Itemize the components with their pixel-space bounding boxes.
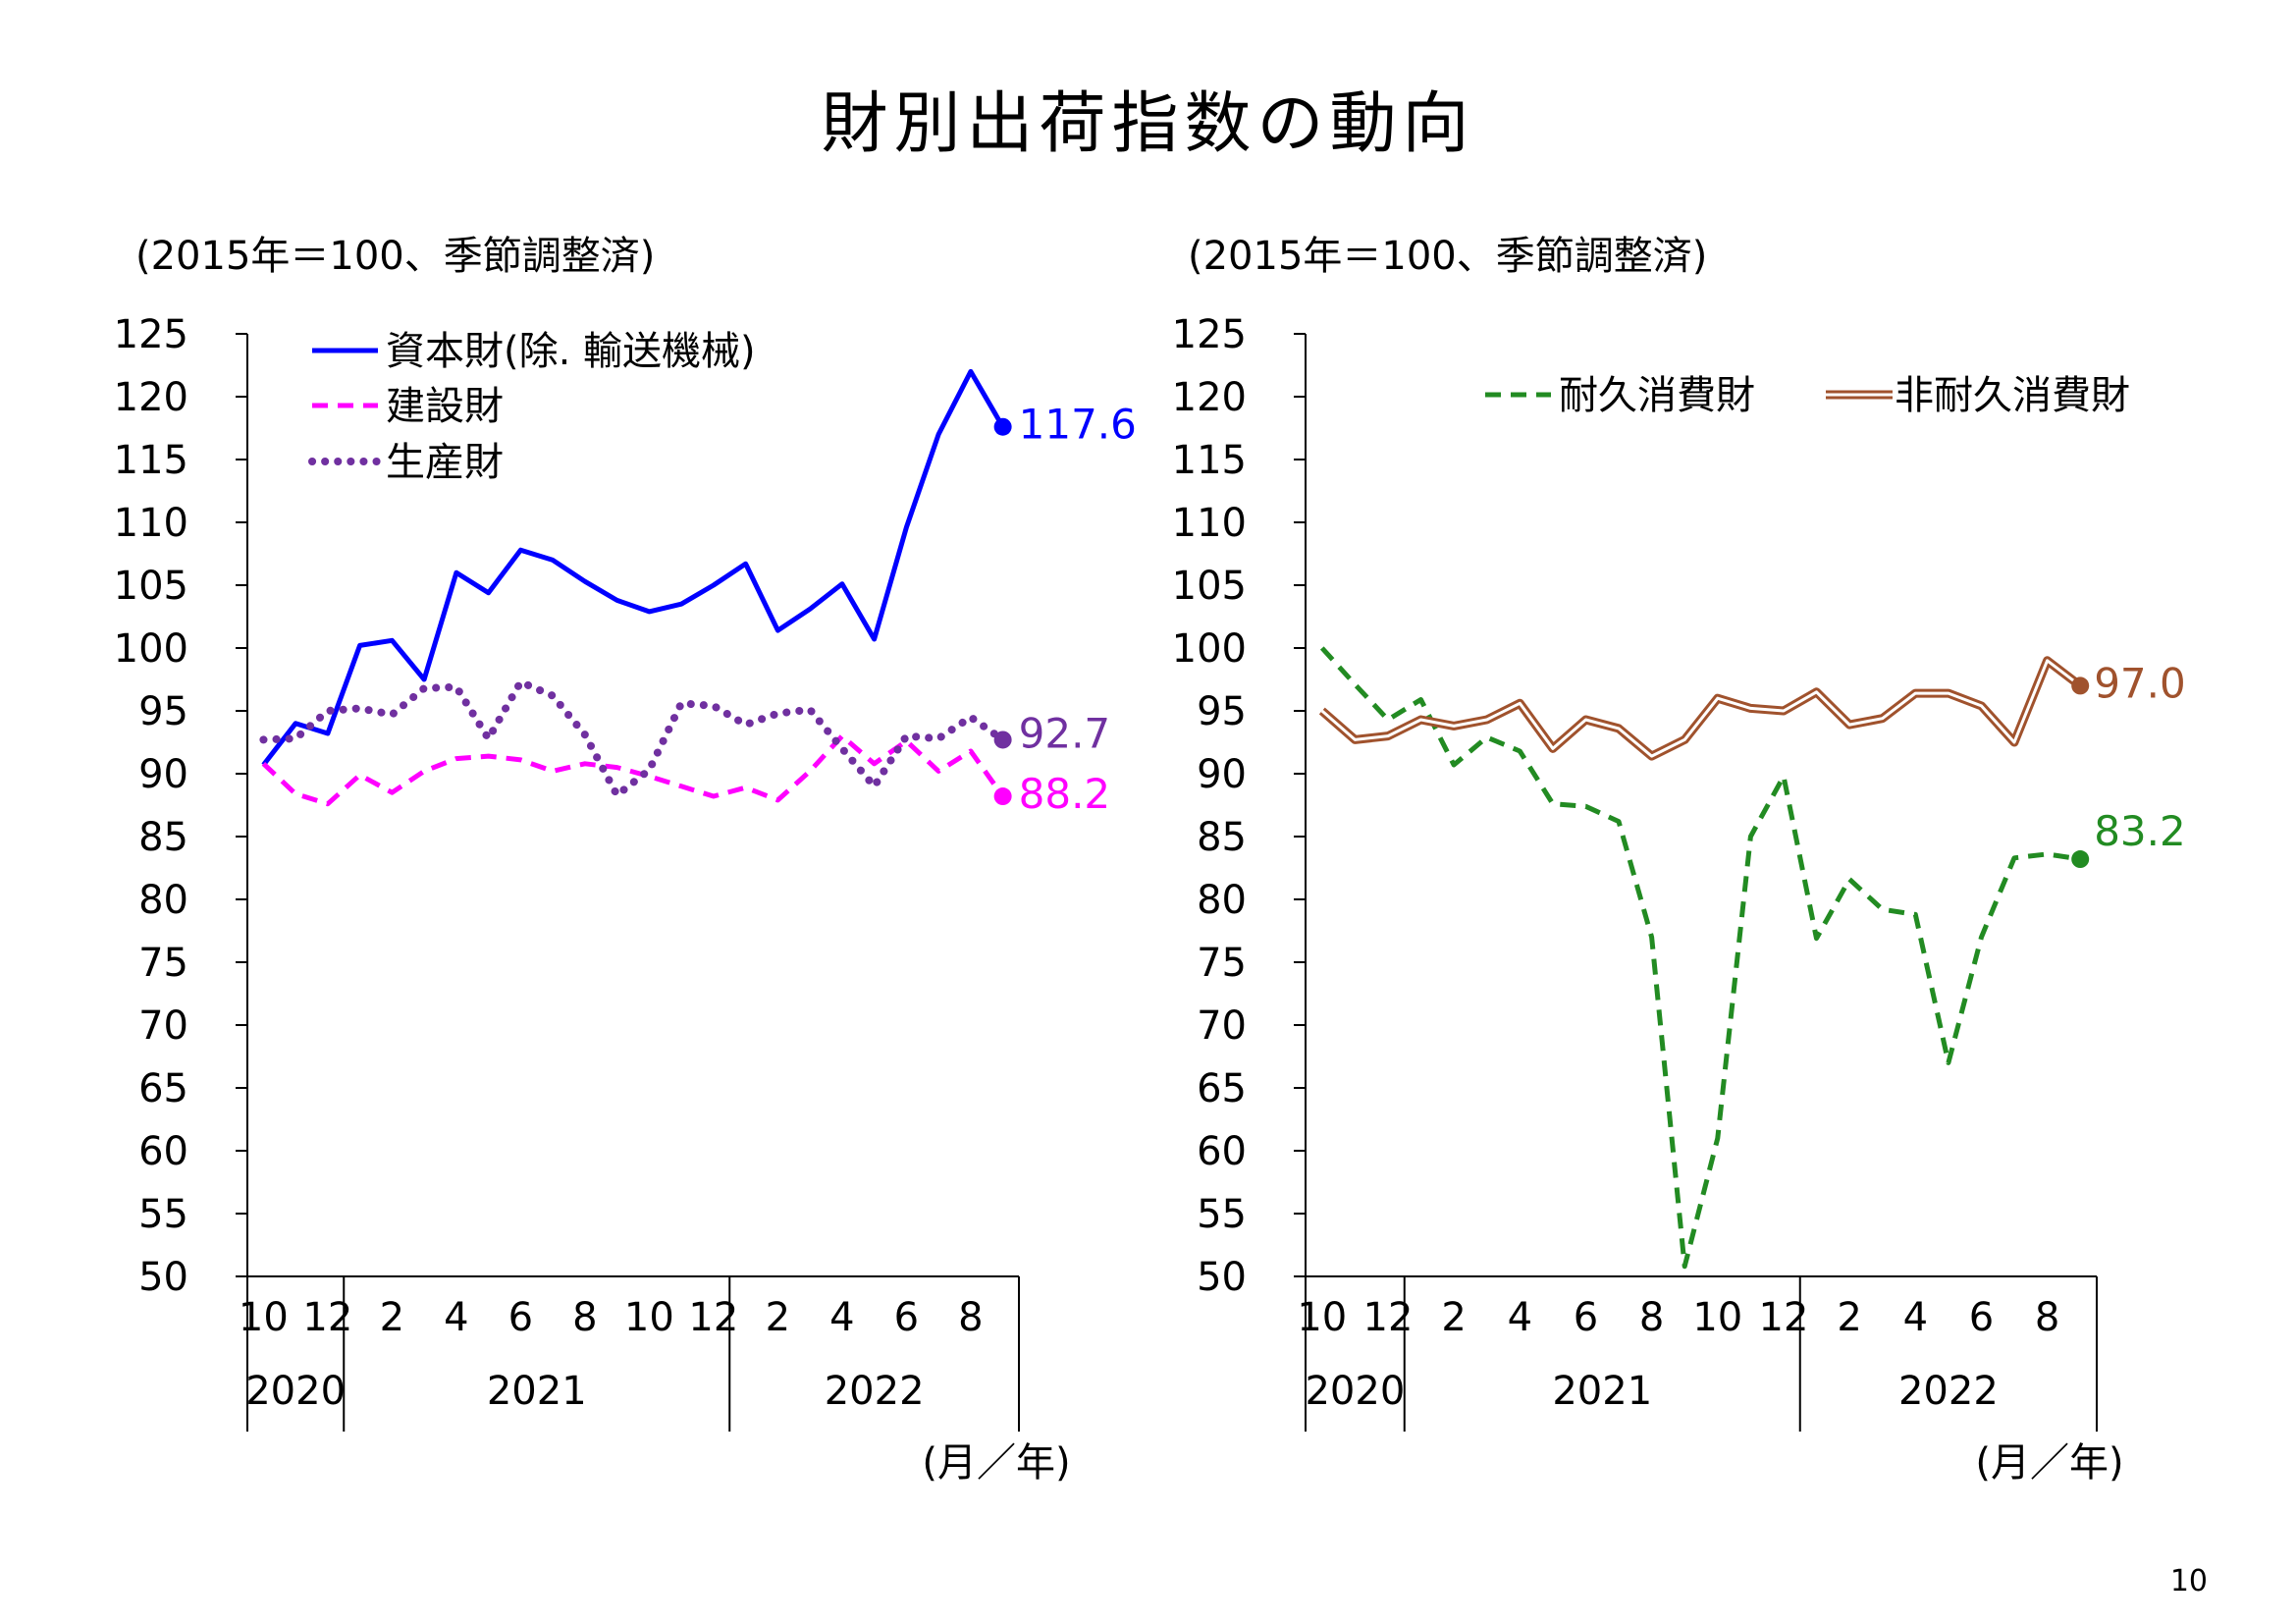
- x-axis-label: (月／年): [1975, 1440, 2123, 1486]
- series-line: [1318, 656, 2083, 761]
- y-tick-label: 70: [1197, 1003, 1247, 1049]
- x-tick-label: 12: [302, 1295, 352, 1340]
- x-tick-label: 8: [1639, 1295, 1664, 1340]
- year-label: 2022: [825, 1369, 925, 1414]
- y-tick-label: 85: [138, 815, 188, 860]
- x-tick-label: 6: [1574, 1295, 1598, 1340]
- x-tick-label: 2: [1837, 1295, 1861, 1340]
- legend-label: 耐久消費財: [1559, 373, 1755, 418]
- end-value-label: 83.2: [2094, 807, 2186, 855]
- series-line: [261, 733, 1005, 807]
- x-tick-label: 10: [624, 1295, 674, 1340]
- x-tick-label: 2: [1441, 1295, 1466, 1340]
- end-marker: [2071, 677, 2090, 695]
- page-number: 10: [2169, 1564, 2208, 1598]
- series-line: [259, 677, 1007, 799]
- x-tick-label: 2: [766, 1295, 790, 1340]
- series-line-inner: [1320, 659, 2082, 758]
- page-title: 財別出荷指数の動向: [821, 85, 1475, 163]
- x-tick-label: 8: [2035, 1295, 2059, 1340]
- series-2: 92.7 生産財: [259, 440, 1111, 799]
- y-tick-label: 115: [114, 438, 188, 483]
- y-tick-label: 90: [1197, 752, 1247, 797]
- y-tick-label: 55: [138, 1192, 188, 1237]
- y-tick-label: 110: [1172, 501, 1247, 546]
- y-tick-label: 75: [1197, 941, 1247, 986]
- y-tick-label: 75: [138, 941, 188, 986]
- year-label: 2021: [487, 1369, 587, 1414]
- series-0: 117.6 資本財(除. 輸送機械): [261, 329, 1137, 767]
- x-tick-label: 4: [829, 1295, 854, 1340]
- y-tick-label: 60: [138, 1129, 188, 1174]
- y-tick-label: 65: [138, 1066, 188, 1111]
- x-tick-label: 6: [1969, 1295, 1994, 1340]
- y-tick-label: 100: [114, 626, 188, 672]
- y-tick-label: 50: [138, 1255, 188, 1300]
- series-1: 88.2 建設財: [261, 384, 1111, 818]
- end-marker: [993, 787, 1012, 806]
- chart-right: 125 120 115 110 105 100 95 90 85 80 75 70 65 60 55 50 10…: [1172, 312, 2186, 1486]
- x-tick-label: 4: [444, 1295, 468, 1340]
- y-tick-label: 115: [1172, 438, 1247, 483]
- x-tick-label: 10: [1297, 1295, 1347, 1340]
- x-tick-label: 12: [688, 1295, 738, 1340]
- y-tick-label: 50: [1197, 1255, 1247, 1300]
- y-tick-label: 70: [138, 1003, 188, 1049]
- y-tick-label: 125: [114, 312, 188, 357]
- year-label: 2020: [1305, 1369, 1405, 1414]
- y-tick-label: 65: [1197, 1066, 1247, 1111]
- x-tick-label: 12: [1759, 1295, 1809, 1340]
- y-tick-label: 105: [1172, 564, 1247, 609]
- x-axis-label: (月／年): [922, 1440, 1070, 1486]
- legend-label: 建設財: [386, 384, 504, 429]
- y-tick-label: 100: [1172, 626, 1247, 672]
- x-tick-label: 10: [239, 1295, 289, 1340]
- end-value-label: 97.0: [2094, 659, 2186, 707]
- end-value-label: 117.6: [1019, 401, 1137, 449]
- x-tick-label: 6: [508, 1295, 533, 1340]
- y-tick-label: 120: [114, 375, 188, 420]
- legend-label: 非耐久消費財: [1895, 373, 2130, 418]
- x-tick-label: 8: [572, 1295, 597, 1340]
- y-tick-label: 80: [138, 878, 188, 923]
- series-10: 83.2 耐久消費財: [1319, 373, 2186, 1270]
- legend-label: 資本財(除. 輸送機械): [386, 329, 756, 374]
- year-label: 2020: [245, 1369, 346, 1414]
- x-tick-label: 10: [1692, 1295, 1742, 1340]
- x-tick-label: 4: [1903, 1295, 1928, 1340]
- x-tick-label: 2: [380, 1295, 404, 1340]
- unit-note-left: (2015年＝100、季節調整済): [135, 234, 656, 279]
- y-tick-label: 55: [1197, 1192, 1247, 1237]
- y-tick-label: 95: [138, 689, 188, 734]
- year-label: 2021: [1552, 1369, 1652, 1414]
- y-tick-label: 90: [138, 752, 188, 797]
- legend-label: 生産財: [386, 440, 504, 485]
- y-tick-label: 85: [1197, 815, 1247, 860]
- y-tick-label: 60: [1197, 1129, 1247, 1174]
- end-value-label: 88.2: [1019, 770, 1111, 818]
- y-tick-label: 105: [114, 564, 188, 609]
- year-label: 2022: [1898, 1369, 1999, 1414]
- y-tick-label: 110: [114, 501, 188, 546]
- end-marker: [993, 731, 1012, 749]
- x-tick-label: 12: [1363, 1295, 1414, 1340]
- x-tick-label: 8: [958, 1295, 983, 1340]
- y-tick-label: 120: [1172, 375, 1247, 420]
- chart-left: 125 120 115 110 105 100 95 90 85 80 75 70 65 60 55 50 10…: [114, 312, 1137, 1486]
- x-tick-label: 4: [1508, 1295, 1532, 1340]
- series-line: [1319, 646, 2081, 1270]
- y-tick-label: 125: [1172, 312, 1247, 357]
- unit-note-right: (2015年＝100、季節調整済): [1188, 234, 1708, 279]
- series-line: [261, 368, 1005, 767]
- series-11: 97.0 非耐久消費財: [1318, 373, 2186, 761]
- x-tick-label: 6: [894, 1295, 919, 1340]
- y-tick-label: 80: [1197, 878, 1247, 923]
- y-tick-label: 95: [1197, 689, 1247, 734]
- end-marker: [993, 417, 1012, 436]
- end-value-label: 92.7: [1019, 709, 1111, 757]
- end-marker: [2071, 850, 2090, 869]
